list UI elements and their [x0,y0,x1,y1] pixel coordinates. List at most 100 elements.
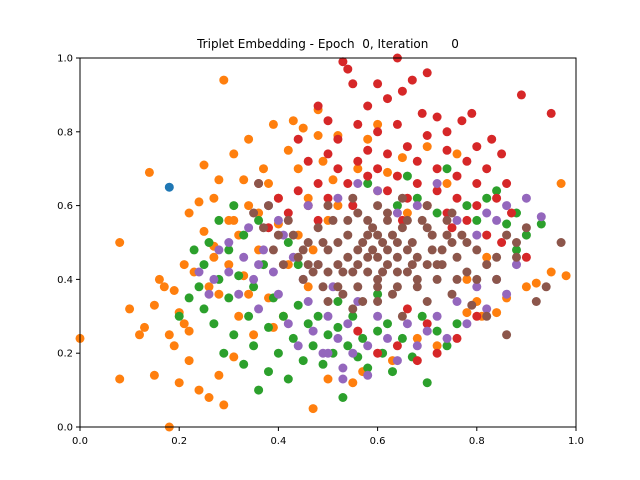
point-1-1 [115,374,125,384]
point-5-6 [308,267,318,277]
point-5-77 [407,260,417,270]
point-4-58 [303,201,313,211]
point-1-15 [174,378,184,388]
point-5-48 [502,330,512,340]
point-5-91 [402,215,412,225]
point-5-70 [343,252,353,262]
point-1-8 [149,300,159,310]
point-4-12 [273,289,283,299]
point-3-14 [467,108,477,118]
point-5-108 [383,245,392,255]
y-tick-label: 0.8 [57,127,73,138]
point-5-35 [452,252,462,262]
point-3-29 [412,156,422,166]
point-1-12 [164,330,174,340]
point-5-79 [318,238,328,247]
point-5-106 [512,238,521,247]
point-1-32 [214,370,224,380]
point-5-9 [323,245,333,255]
point-2-51 [432,326,442,336]
point-1-56 [288,116,298,126]
point-1-64 [318,156,328,166]
point-3-22 [333,134,343,144]
point-5-43 [521,223,531,233]
y-tick-label: 0.4 [57,275,73,286]
series-2 [174,164,546,402]
plot-frame [79,57,577,428]
point-5-33 [442,215,452,225]
point-5-50 [323,201,333,211]
point-1-59 [303,193,313,203]
point-1-93 [561,271,571,281]
point-2-28 [293,300,303,310]
point-4-8 [254,304,264,314]
point-3-0 [338,57,348,67]
point-4-48 [492,215,502,225]
point-5-1 [264,201,273,211]
point-2-32 [313,311,323,321]
point-5-34 [447,289,457,299]
point-1-26 [199,226,209,236]
point-4-16 [293,341,303,351]
point-4-5 [239,252,249,262]
point-3-58 [472,201,482,211]
point-1-21 [184,356,194,366]
point-1-30 [209,193,219,203]
point-4-34 [412,341,422,351]
point-3-54 [432,186,442,196]
point-5-53 [397,193,407,203]
point-1-36 [224,260,234,270]
point-4-27 [348,348,358,358]
point-5-46 [556,238,566,247]
point-5-107 [353,260,363,270]
point-5-83 [288,230,298,240]
point-2-25 [278,311,288,321]
point-5-18 [368,223,378,233]
point-2-74 [333,297,343,306]
point-5-36 [457,230,467,240]
point-1-58 [298,123,308,133]
point-5-15 [353,208,363,218]
point-5-80 [298,245,308,255]
point-5-4 [293,252,303,262]
point-1-77 [412,333,422,343]
point-5-14 [348,267,358,277]
point-4-29 [363,341,373,351]
point-2-13 [234,271,244,281]
point-2-3 [194,282,204,292]
point-3-47 [363,171,373,181]
point-1-90 [531,278,541,288]
point-1-81 [452,149,462,159]
point-2-72 [229,201,239,211]
point-3-73 [373,348,383,358]
point-2-12 [229,330,239,340]
point-4-25 [338,363,348,373]
point-4-18 [303,297,313,306]
point-2-1 [184,293,194,303]
point-2-57 [492,186,502,196]
point-1-83 [462,308,472,318]
point-3-17 [497,149,507,159]
point-5-16 [358,297,368,306]
point-5-98 [353,282,363,292]
point-3-45 [343,179,353,188]
point-3-15 [472,142,482,152]
point-2-67 [442,164,452,174]
point-5-42 [512,252,521,262]
point-1-72 [373,119,383,129]
point-3-79 [422,319,432,329]
point-1-6 [144,167,154,177]
point-3-28 [402,142,412,152]
point-1-71 [363,134,373,144]
x-tick-label: 0.6 [370,436,386,447]
point-5-57 [323,297,333,306]
point-3-13 [457,116,467,126]
point-2-69 [254,215,264,225]
point-3-76 [432,348,442,358]
point-5-86 [259,223,268,233]
y-tick-label: 0.6 [57,201,73,212]
point-2-36 [333,322,343,332]
point-2-21 [264,322,273,332]
point-5-60 [397,311,407,321]
point-2-10 [224,293,234,303]
